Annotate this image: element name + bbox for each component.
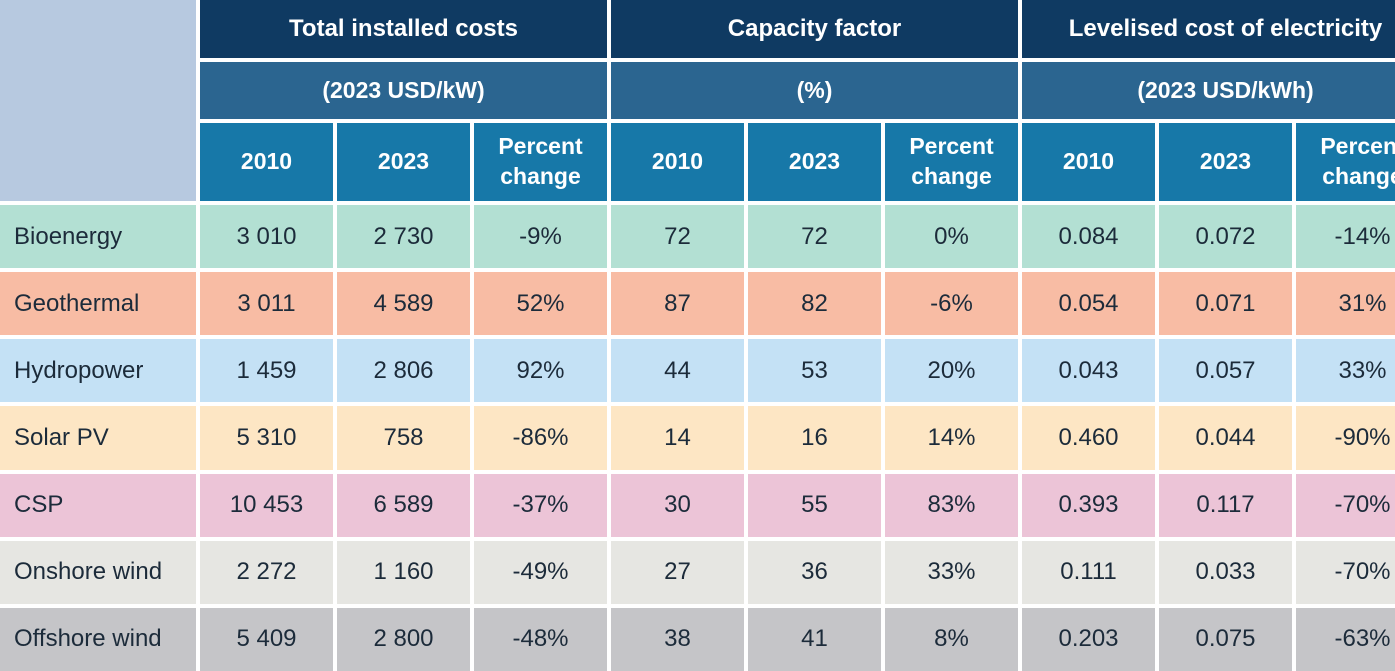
table-cell: 72 xyxy=(611,205,744,269)
table-cell: -37% xyxy=(474,473,607,537)
table-cell: 52% xyxy=(474,272,607,336)
table-cell: 0.203 xyxy=(1022,607,1155,671)
table-cell: -90% xyxy=(1296,406,1395,470)
corner-cell xyxy=(0,0,196,201)
table-cell: 5 310 xyxy=(200,406,333,470)
row-label: Bioenergy xyxy=(0,205,196,269)
table-cell: 0% xyxy=(885,205,1018,269)
subheader-2010: 2010 xyxy=(200,123,333,201)
table-cell: 1 160 xyxy=(337,540,470,604)
table-cell: 2 806 xyxy=(337,339,470,403)
table-cell: 1 459 xyxy=(200,339,333,403)
table-cell: 2 800 xyxy=(337,607,470,671)
table-cell: 5 409 xyxy=(200,607,333,671)
unit-header-capacity-factor: (%) xyxy=(611,62,1018,119)
table-cell: 14 xyxy=(611,406,744,470)
table-cell: -9% xyxy=(474,205,607,269)
table-cell: 0.084 xyxy=(1022,205,1155,269)
table-cell: 30 xyxy=(611,473,744,537)
table-cell: 33% xyxy=(1296,339,1395,403)
table-cell: -14% xyxy=(1296,205,1395,269)
table-cell: 31% xyxy=(1296,272,1395,336)
table-cell: 0.071 xyxy=(1159,272,1292,336)
table-cell: 3 010 xyxy=(200,205,333,269)
table-cell: 0.043 xyxy=(1022,339,1155,403)
table-cell: 0.111 xyxy=(1022,540,1155,604)
table-cell: 758 xyxy=(337,406,470,470)
table-cell: 2 272 xyxy=(200,540,333,604)
table-cell: 0.075 xyxy=(1159,607,1292,671)
table-cell: 0.460 xyxy=(1022,406,1155,470)
table-cell: 2 730 xyxy=(337,205,470,269)
subheader-percent-change: Percent change xyxy=(885,123,1018,201)
row-label: CSP xyxy=(0,473,196,537)
table-cell: 27 xyxy=(611,540,744,604)
table-cell: -70% xyxy=(1296,540,1395,604)
table-cell: 83% xyxy=(885,473,1018,537)
subheader-percent-change: Percent change xyxy=(474,123,607,201)
table-cell: 0.054 xyxy=(1022,272,1155,336)
table-cell: 82 xyxy=(748,272,881,336)
subheader-2010: 2010 xyxy=(1022,123,1155,201)
row-label: Solar PV xyxy=(0,406,196,470)
table-cell: 72 xyxy=(748,205,881,269)
table-cell: 6 589 xyxy=(337,473,470,537)
table-cell: 8% xyxy=(885,607,1018,671)
table-cell: -70% xyxy=(1296,473,1395,537)
subheader-2023: 2023 xyxy=(748,123,881,201)
table-cell: 33% xyxy=(885,540,1018,604)
table-cell: -6% xyxy=(885,272,1018,336)
table-cell: 55 xyxy=(748,473,881,537)
table-cell: 3 011 xyxy=(200,272,333,336)
row-label: Hydropower xyxy=(0,339,196,403)
table-cell: 16 xyxy=(748,406,881,470)
table-cell: 10 453 xyxy=(200,473,333,537)
table-cell: 0.057 xyxy=(1159,339,1292,403)
table-cell: 36 xyxy=(748,540,881,604)
subheader-2023: 2023 xyxy=(1159,123,1292,201)
table-cell: 0.117 xyxy=(1159,473,1292,537)
row-label: Onshore wind xyxy=(0,540,196,604)
row-label: Offshore wind xyxy=(0,607,196,671)
table-cell: -86% xyxy=(474,406,607,470)
table-cell: 44 xyxy=(611,339,744,403)
table-cell: 0.044 xyxy=(1159,406,1292,470)
table-cell: 87 xyxy=(611,272,744,336)
table-cell: -63% xyxy=(1296,607,1395,671)
unit-header-installed-costs: (2023 USD/kW) xyxy=(200,62,607,119)
table-cell: 14% xyxy=(885,406,1018,470)
row-label: Geothermal xyxy=(0,272,196,336)
table-cell: 0.072 xyxy=(1159,205,1292,269)
subheader-percent-change: Percent change xyxy=(1296,123,1395,201)
group-header-installed-costs: Total installed costs xyxy=(200,0,607,58)
subheader-2023: 2023 xyxy=(337,123,470,201)
table-cell: 38 xyxy=(611,607,744,671)
table-cell: -48% xyxy=(474,607,607,671)
table-cell: 53 xyxy=(748,339,881,403)
group-header-capacity-factor: Capacity factor xyxy=(611,0,1018,58)
table-cell: 0.393 xyxy=(1022,473,1155,537)
table-cell: -49% xyxy=(474,540,607,604)
subheader-2010: 2010 xyxy=(611,123,744,201)
table-cell: 0.033 xyxy=(1159,540,1292,604)
table-cell: 4 589 xyxy=(337,272,470,336)
table-cell: 20% xyxy=(885,339,1018,403)
table-cell: 41 xyxy=(748,607,881,671)
table-cell: 92% xyxy=(474,339,607,403)
unit-header-lcoe: (2023 USD/kWh) xyxy=(1022,62,1395,119)
group-header-lcoe: Levelised cost of electricity xyxy=(1022,0,1395,58)
